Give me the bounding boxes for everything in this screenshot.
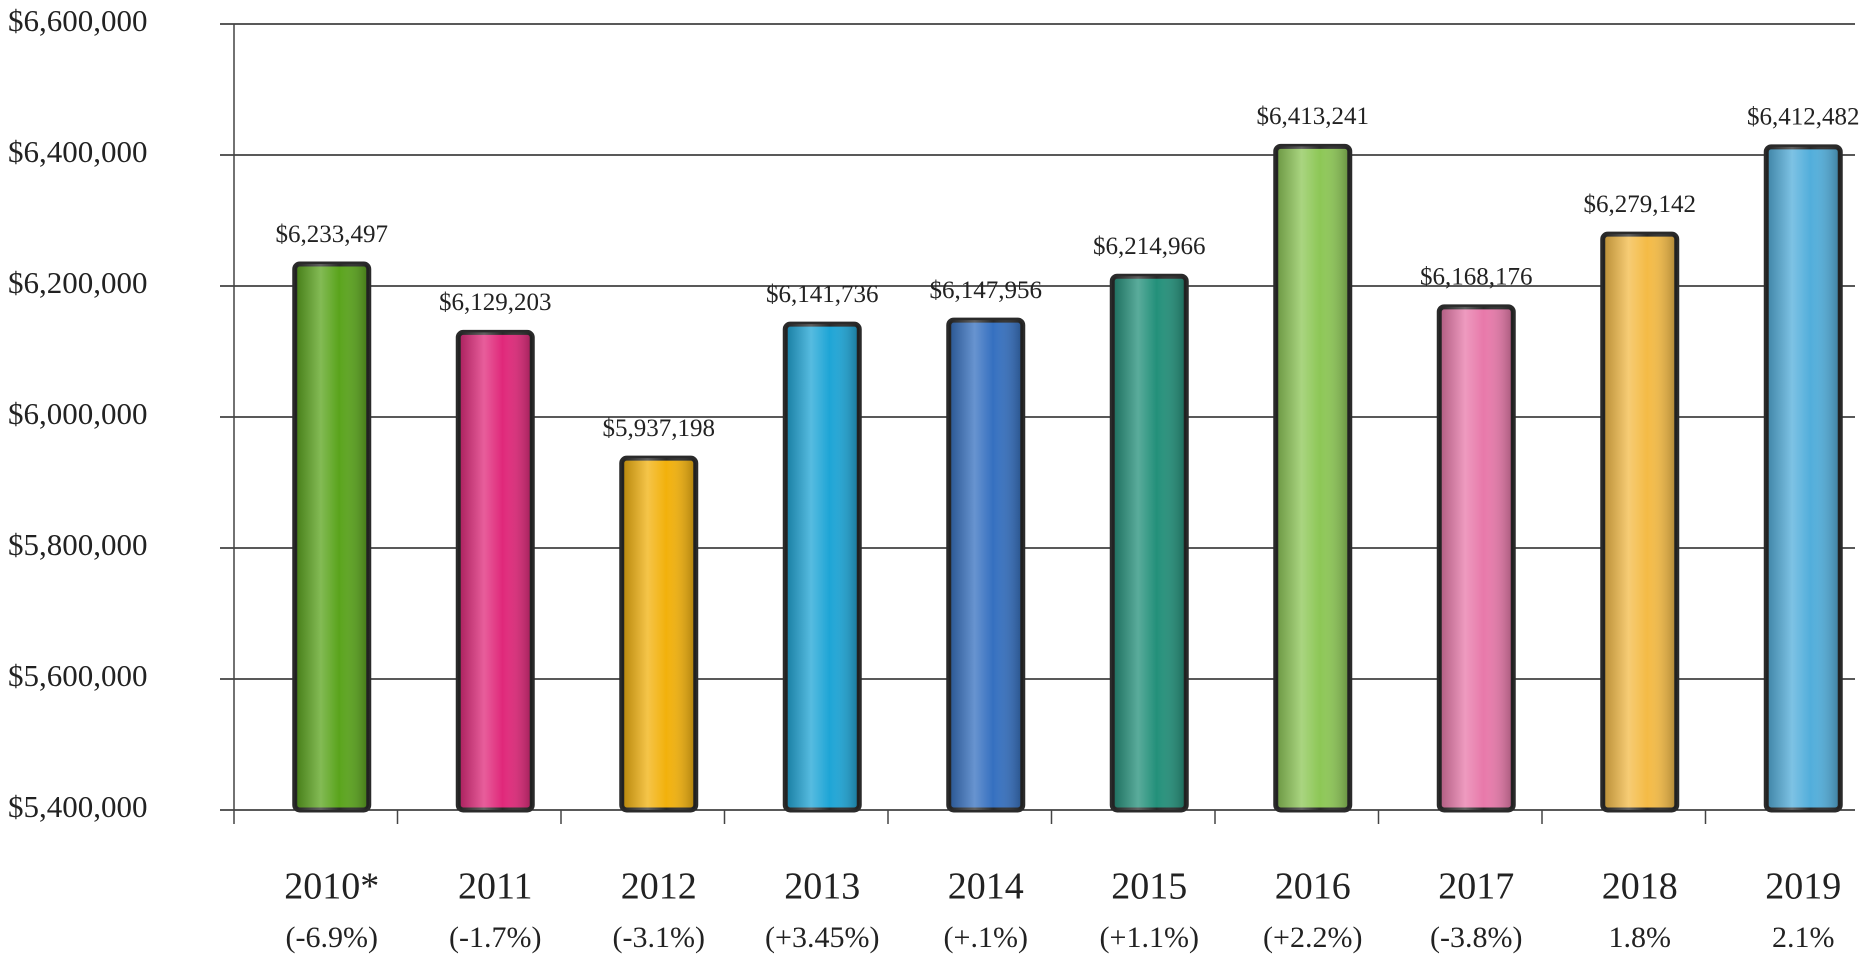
value-label: $6,141,736 bbox=[766, 281, 879, 308]
bar bbox=[1439, 307, 1513, 810]
x-tick-sublabel: 1.8% bbox=[1609, 921, 1672, 954]
bar bbox=[1766, 147, 1840, 810]
value-label: $6,147,956 bbox=[930, 277, 1043, 304]
x-tick-label: 2012 bbox=[621, 866, 697, 908]
x-tick-sublabel: (+.1%) bbox=[944, 921, 1028, 954]
value-label: $6,413,241 bbox=[1257, 103, 1370, 130]
x-tick-label: 2011 bbox=[458, 866, 533, 908]
bar bbox=[458, 332, 532, 810]
x-tick-sublabel: (+3.45%) bbox=[765, 921, 879, 954]
x-tick-sublabel: (+2.2%) bbox=[1263, 921, 1362, 954]
x-tick-label: 2013 bbox=[784, 866, 860, 908]
x-tick-label: 2018 bbox=[1602, 866, 1678, 908]
value-label: $6,129,203 bbox=[439, 289, 552, 316]
y-tick-label: $5,400,000 bbox=[8, 789, 148, 824]
bar bbox=[1112, 276, 1186, 810]
value-label: $6,233,497 bbox=[276, 221, 389, 248]
x-tick-label: 2015 bbox=[1111, 866, 1187, 908]
plot-area: $5,400,000 $5,600,000 $5,800,000 $6,000,000… bbox=[8, 3, 1866, 954]
value-label: $6,279,142 bbox=[1584, 191, 1697, 218]
x-tick-sublabel: (-3.8%) bbox=[1430, 921, 1522, 954]
chart: $5,400,000 $5,600,000 $5,800,000 $6,000,000… bbox=[0, 0, 1866, 960]
bar bbox=[1603, 234, 1677, 810]
x-tick-label: 2014 bbox=[948, 866, 1024, 908]
y-tick-label: $6,600,000 bbox=[8, 3, 148, 38]
x-tick-label: 2010* bbox=[284, 866, 379, 908]
x-tick-sublabel: (-6.9%) bbox=[286, 921, 378, 954]
x-tick-label: 2019 bbox=[1765, 866, 1841, 908]
y-tick-label: $6,200,000 bbox=[8, 265, 148, 300]
x-tick-label: 2017 bbox=[1438, 866, 1514, 908]
y-tick-label: $5,800,000 bbox=[8, 527, 148, 562]
y-tick-label: $6,000,000 bbox=[8, 396, 148, 431]
value-label: $5,937,198 bbox=[603, 415, 716, 442]
x-tick-sublabel: (-3.1%) bbox=[613, 921, 705, 954]
value-label: $6,168,176 bbox=[1420, 264, 1533, 291]
value-label: $6,412,482 bbox=[1747, 104, 1860, 131]
x-tick-sublabel: 2.1% bbox=[1772, 921, 1835, 954]
bar bbox=[1276, 146, 1350, 810]
bar bbox=[295, 264, 369, 810]
y-tick-label: $6,400,000 bbox=[8, 134, 148, 169]
bar bbox=[949, 320, 1023, 810]
value-label: $6,214,966 bbox=[1093, 233, 1206, 260]
x-tick-label: 2016 bbox=[1275, 866, 1351, 908]
bar bbox=[785, 324, 859, 810]
bar bbox=[622, 458, 696, 810]
x-tick-sublabel: (-1.7%) bbox=[449, 921, 541, 954]
x-tick-sublabel: (+1.1%) bbox=[1100, 921, 1199, 954]
y-tick-label: $5,600,000 bbox=[8, 658, 148, 693]
